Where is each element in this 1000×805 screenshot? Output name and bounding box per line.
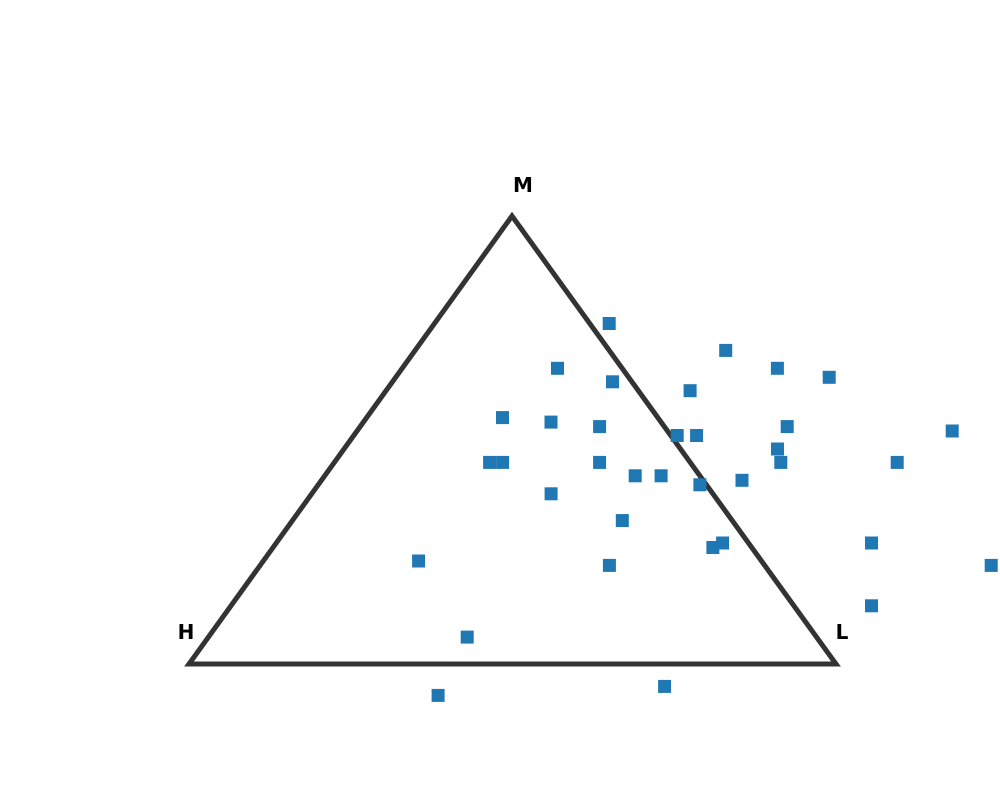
data-point-0-9 bbox=[593, 420, 607, 434]
vertex-label-l: L bbox=[836, 620, 849, 644]
data-point-0-10 bbox=[670, 429, 684, 442]
data-point-0-3 bbox=[822, 370, 836, 384]
data-point-0-23 bbox=[735, 473, 749, 487]
data-point-0-1 bbox=[719, 343, 733, 357]
data-point-0-34 bbox=[658, 679, 672, 693]
data-point-0-30 bbox=[865, 536, 878, 550]
data-point-0-11 bbox=[690, 429, 704, 442]
data-point-0-35 bbox=[431, 688, 445, 702]
points-layer bbox=[412, 317, 998, 702]
data-point-0-2 bbox=[770, 361, 784, 375]
data-point-0-17 bbox=[483, 455, 497, 469]
data-point-0-20 bbox=[628, 469, 642, 483]
data-point-0-32 bbox=[865, 599, 878, 613]
data-point-0-31 bbox=[984, 558, 998, 572]
data-point-0-13 bbox=[771, 442, 784, 456]
data-point-0-6 bbox=[683, 384, 697, 398]
data-point-0-21 bbox=[654, 469, 668, 483]
data-point-0-33 bbox=[460, 630, 474, 644]
data-point-0-7 bbox=[496, 411, 509, 425]
data-point-0-28 bbox=[412, 554, 426, 568]
data-point-0-12 bbox=[780, 420, 794, 434]
data-point-0-14 bbox=[774, 455, 788, 469]
data-point-0-0 bbox=[602, 317, 616, 330]
vertex-label-h: H bbox=[178, 620, 195, 644]
data-point-0-25 bbox=[615, 514, 629, 528]
data-point-0-4 bbox=[551, 361, 564, 375]
data-point-0-22 bbox=[693, 478, 707, 492]
data-point-0-29 bbox=[602, 558, 616, 572]
data-point-0-24 bbox=[544, 487, 558, 501]
vertex-label-m: M bbox=[513, 173, 533, 197]
data-point-0-27 bbox=[716, 536, 730, 550]
data-point-0-18 bbox=[496, 455, 510, 469]
data-point-0-5 bbox=[606, 375, 619, 389]
data-point-0-16 bbox=[945, 424, 959, 438]
data-point-0-15 bbox=[890, 455, 904, 469]
data-point-0-8 bbox=[544, 415, 558, 429]
triangle-outline bbox=[184, 211, 841, 667]
data-point-0-19 bbox=[593, 455, 607, 469]
